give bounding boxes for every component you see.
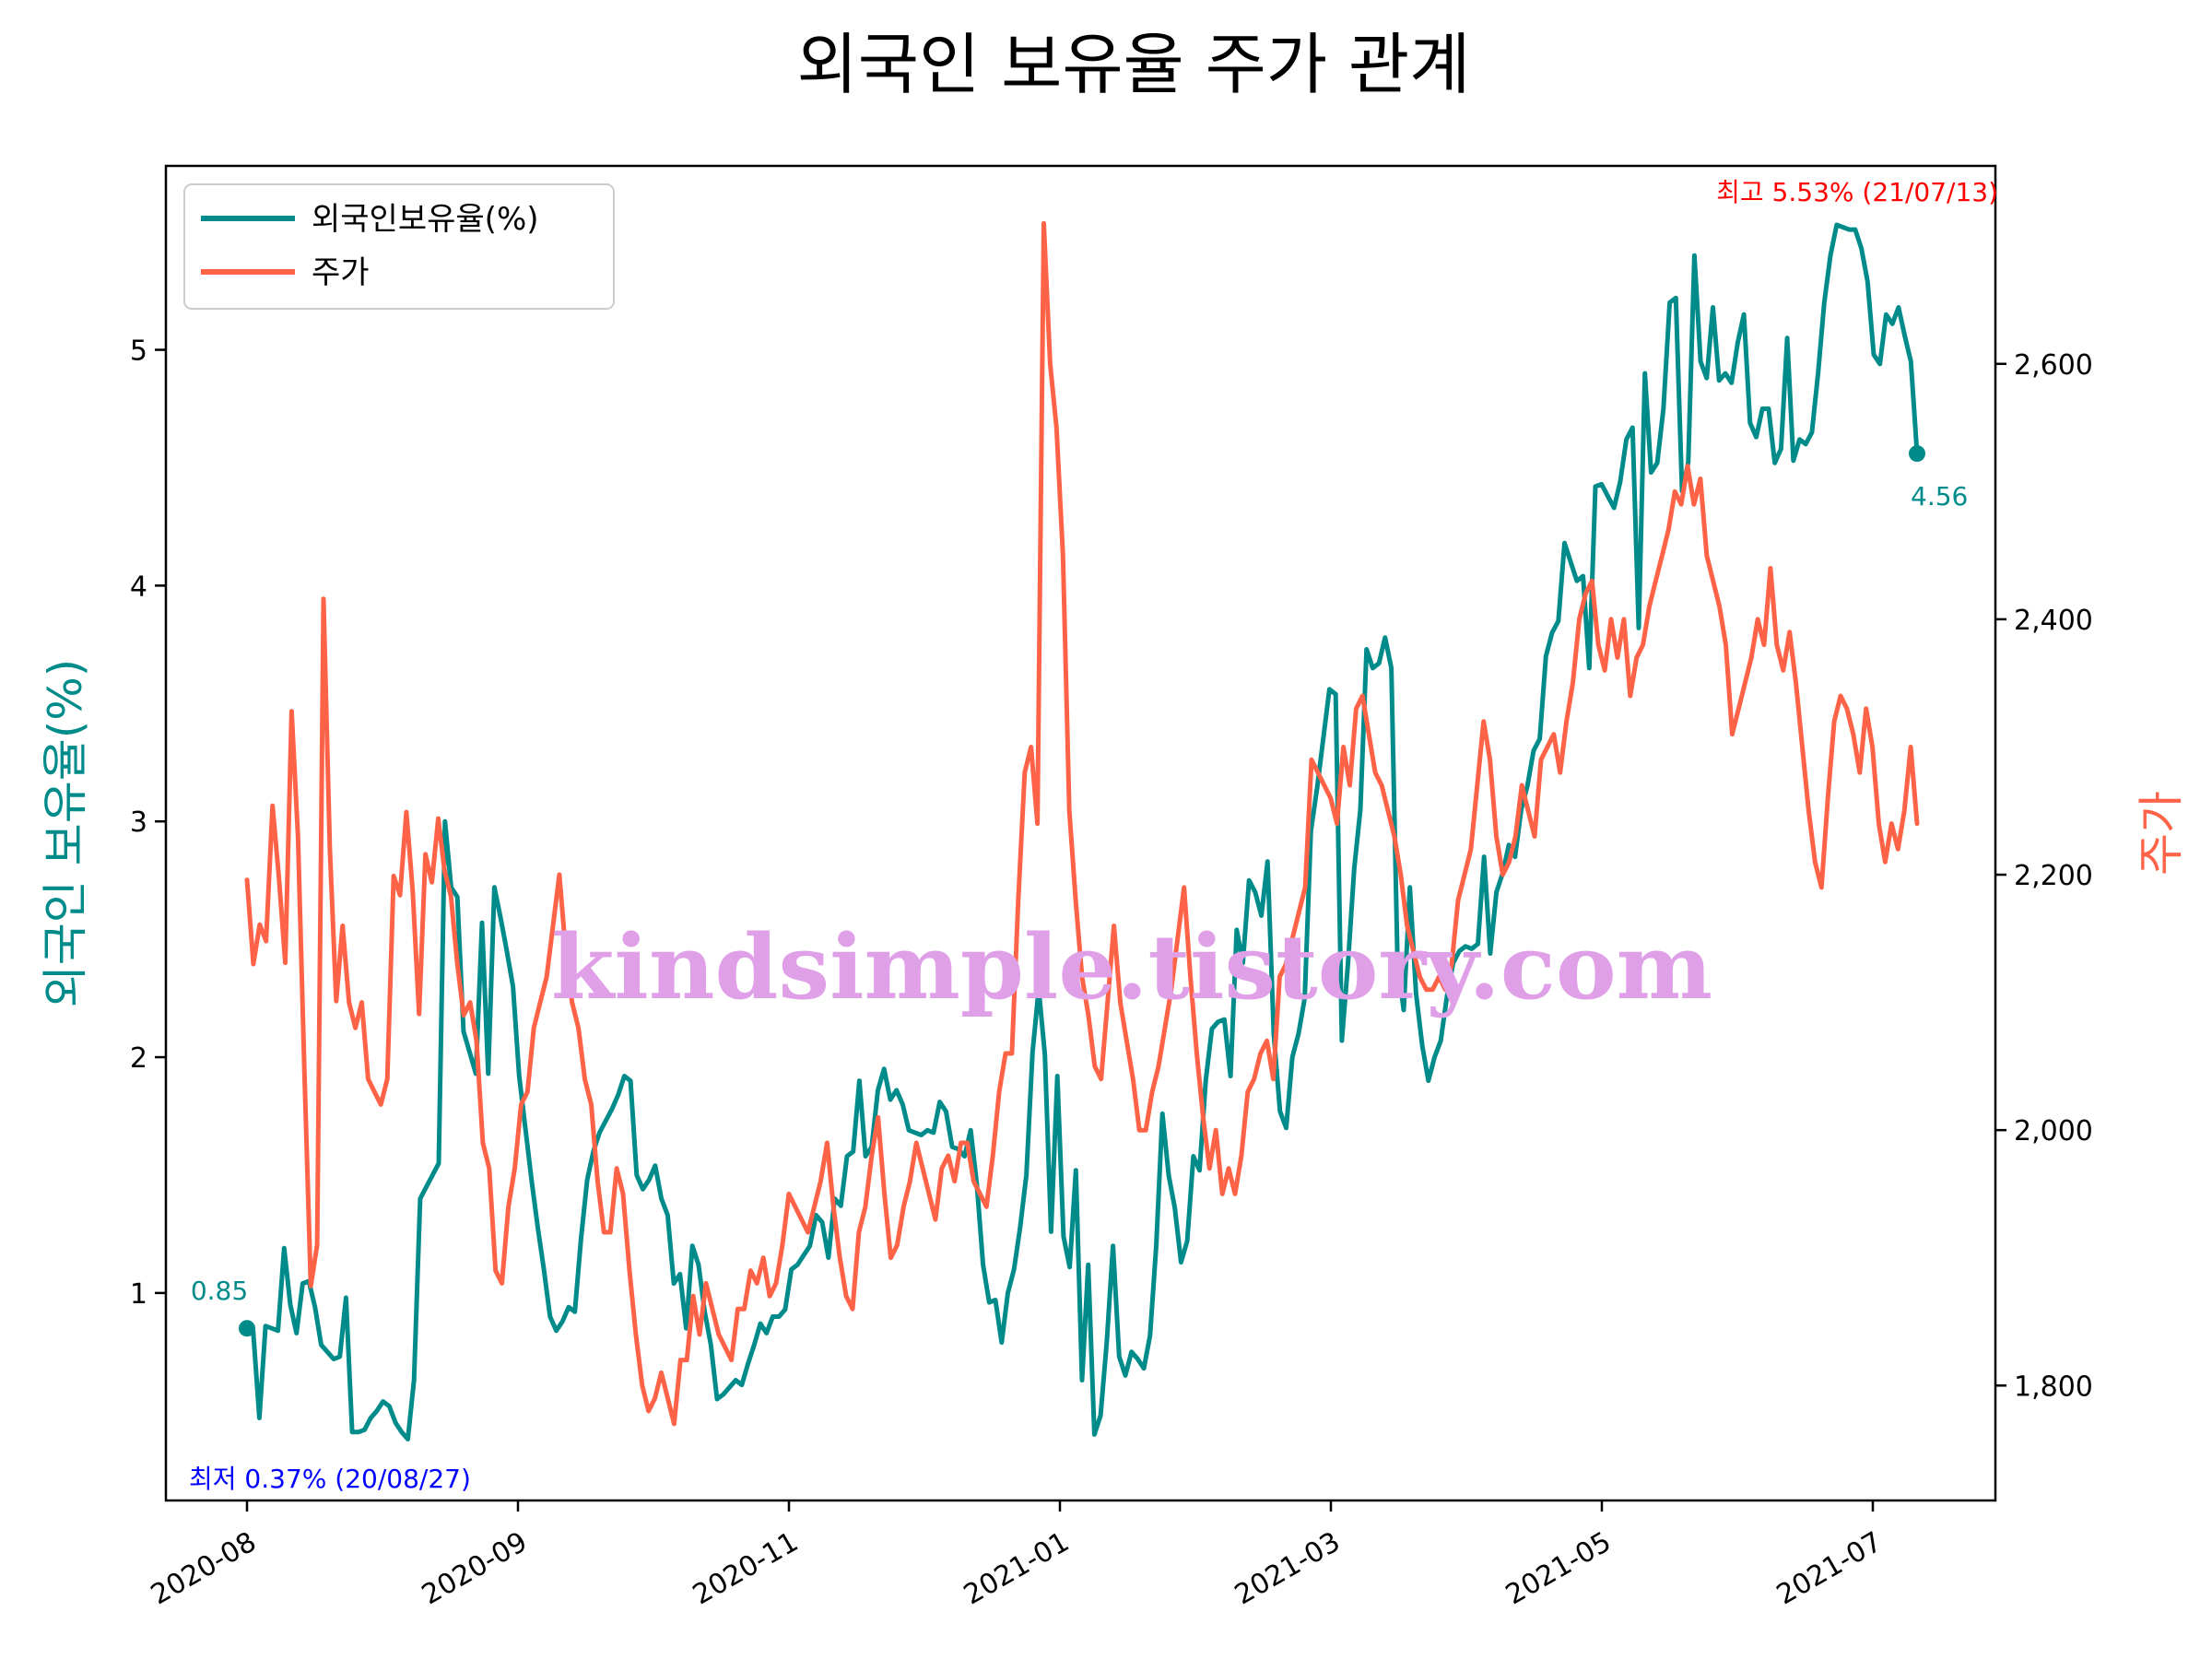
y-axis-label-right: 주가 <box>2135 791 2188 876</box>
x-tick-label: 2021-07 <box>1771 1525 1888 1611</box>
annotation-low: 최저 0.37% (20/08/27) <box>189 1464 471 1494</box>
annotation-end-value: 4.56 <box>1911 481 1968 512</box>
x-tick-label: 2020-09 <box>417 1525 533 1611</box>
left-tick-label: 1 <box>130 1278 147 1311</box>
x-tick-label: 2021-01 <box>959 1525 1075 1611</box>
x-tick-label: 2020-11 <box>688 1525 804 1611</box>
x-tick-label: 2021-03 <box>1230 1525 1346 1611</box>
x-tick-label: 2020-08 <box>146 1525 262 1611</box>
legend: 외국인보유율(%) 주가 <box>183 183 615 310</box>
left-tick-label: 3 <box>130 806 147 839</box>
y-axis-label-left: 외국인 보유율(%) <box>39 659 92 1007</box>
chart-title: 외국인 보유율 주가 관계 <box>796 26 1470 103</box>
x-tick-label: 2021-05 <box>1500 1525 1617 1611</box>
annotation-high: 최고 5.53% (21/07/13) <box>1716 177 1998 207</box>
left-y-axis: 1 2 3 4 5 <box>130 335 166 1311</box>
right-tick-label: 2,000 <box>2014 1115 2093 1147</box>
annotation-start-value: 0.85 <box>191 1276 248 1306</box>
legend-box <box>183 183 615 310</box>
watermark: kindsimple.tistory.com <box>551 915 1712 1019</box>
right-tick-label: 2,600 <box>2014 349 2093 382</box>
series-layer <box>239 220 1925 1441</box>
left-tick-label: 5 <box>130 335 147 368</box>
series-line-stock-price <box>244 220 1920 1427</box>
right-tick-label: 1,800 <box>2014 1371 2093 1403</box>
left-tick-label: 2 <box>130 1042 147 1075</box>
plot-frame <box>164 164 1997 1502</box>
right-y-axis: 1,800 2,000 2,200 2,400 2,600 <box>1995 349 2093 1403</box>
plot-area <box>164 164 1997 1502</box>
x-axis: 2020-08 2020-09 2020-11 2021-01 2021-03 2021-… <box>146 1500 1888 1611</box>
start-point-marker <box>239 1320 255 1337</box>
series-line-holding-rate <box>244 222 1920 1441</box>
right-tick-label: 2,400 <box>2014 605 2093 637</box>
legend-label-price: 주가 <box>312 254 370 291</box>
end-point-marker <box>1909 445 1925 463</box>
legend-label-holding: 외국인보유율(%) <box>312 201 539 238</box>
left-tick-label: 4 <box>130 571 147 603</box>
right-tick-label: 2,200 <box>2014 860 2093 892</box>
